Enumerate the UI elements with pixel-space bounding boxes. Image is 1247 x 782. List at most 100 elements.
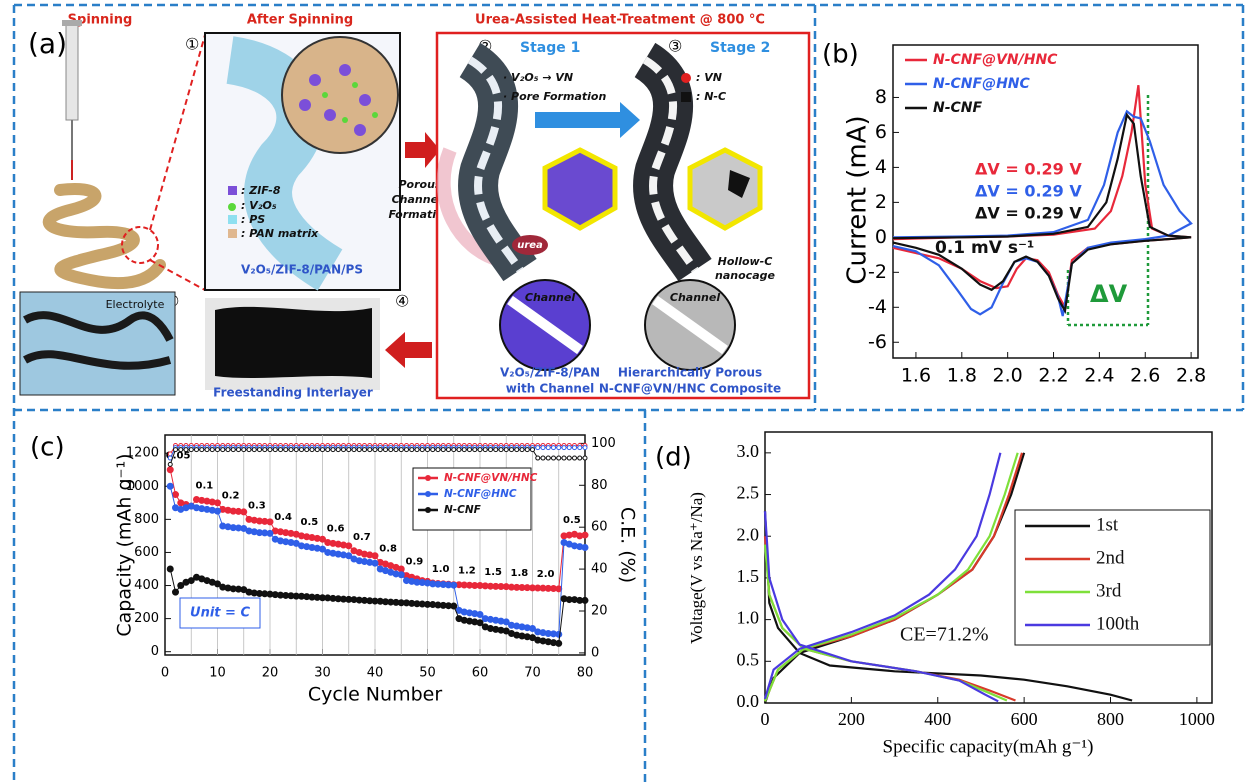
data-point — [425, 447, 430, 453]
rate-label: 0.05 — [166, 451, 191, 462]
caption: Freestanding Interlayer — [213, 386, 373, 400]
y2-tick-label: 60 — [591, 520, 608, 535]
data-point — [566, 445, 572, 451]
data-point — [341, 447, 346, 453]
legend-marker — [425, 475, 431, 481]
x-tick-label: 30 — [314, 666, 331, 681]
data-point — [476, 619, 484, 627]
data-point — [577, 455, 583, 461]
legend-text: : V₂O₅ — [241, 199, 277, 212]
data-point — [214, 499, 221, 507]
data-point — [325, 447, 331, 453]
step-title: Spinning — [68, 13, 133, 28]
data-point — [345, 552, 353, 560]
data-point — [209, 447, 215, 453]
y-tick-label: 600 — [134, 545, 159, 560]
data-point — [581, 543, 589, 551]
data-point — [194, 447, 199, 453]
data-point — [187, 577, 195, 585]
data-point — [540, 445, 546, 451]
data-point — [545, 455, 551, 461]
y2-axis-label: C.E. (%) — [617, 507, 639, 583]
data-point — [582, 455, 588, 461]
legend-text: : ZIF-8 — [241, 184, 281, 197]
data-point — [266, 529, 274, 537]
data-point — [456, 447, 462, 453]
data-point — [388, 447, 394, 453]
data-point — [356, 447, 362, 453]
series-line — [763, 452, 1002, 703]
data-point — [430, 447, 436, 453]
data-point — [540, 455, 546, 461]
channel-label: Channel — [525, 291, 575, 304]
data-point — [304, 447, 310, 453]
data-point — [167, 461, 173, 467]
data-point — [246, 447, 252, 453]
rate-label: 0.2 — [222, 490, 240, 501]
data-point — [477, 447, 483, 453]
legend-swatch — [681, 92, 691, 102]
data-point — [450, 602, 458, 610]
channel — [507, 295, 583, 355]
data-point — [215, 447, 220, 453]
data-point — [362, 447, 367, 453]
data-point — [293, 447, 299, 453]
data-point — [551, 445, 556, 451]
x-tick-label: 40 — [367, 666, 384, 681]
data-point — [172, 491, 179, 499]
data-point — [372, 447, 378, 453]
fiber — [225, 36, 343, 291]
rate-label: 0.1 — [196, 481, 214, 492]
panel-label: (a) — [28, 27, 67, 60]
legend-label: N-CNF — [444, 504, 482, 516]
data-point — [556, 445, 562, 451]
data-point — [173, 447, 178, 453]
channel — [652, 295, 728, 355]
data-point — [446, 447, 451, 453]
y-tick-label: 0 — [875, 226, 887, 248]
y-tick-label: -2 — [868, 261, 887, 283]
data-point — [230, 447, 236, 453]
urea-label: urea — [517, 240, 543, 251]
data-point — [514, 447, 520, 453]
plot-frame — [892, 44, 1199, 359]
rate-label: 0.7 — [353, 532, 371, 543]
data-point — [476, 610, 484, 618]
data-point — [502, 618, 510, 626]
data-point — [319, 535, 326, 543]
data-point — [535, 455, 541, 461]
data-point — [371, 559, 379, 567]
data-point — [204, 447, 210, 453]
plot-frame — [764, 431, 1213, 704]
step-number: ① — [185, 35, 199, 54]
data-point — [267, 447, 273, 453]
data-point — [177, 582, 185, 590]
data-point — [472, 447, 478, 453]
syringe — [65, 24, 79, 121]
data-point — [435, 447, 441, 453]
x-tick-label: 600 — [1011, 709, 1038, 729]
y2-tick-label: 40 — [591, 562, 608, 577]
x-tick-label: 2.0 — [993, 365, 1023, 387]
data-point — [383, 447, 388, 453]
data-point — [530, 447, 535, 453]
annotation: ΔV = 0.29 V — [975, 204, 1082, 223]
data-point — [451, 447, 457, 453]
data-point — [183, 447, 189, 453]
data-point — [572, 455, 577, 461]
panel-label: (c) — [30, 433, 65, 463]
data-point — [199, 447, 205, 453]
data-point — [320, 447, 325, 453]
zoom-circle — [121, 226, 159, 264]
step-title: Urea-Assisted Heat-Treatment @ 800 °C — [475, 13, 765, 28]
y2-tick-label: 0 — [591, 645, 599, 660]
y-tick-label: 200 — [134, 611, 159, 626]
y-tick-label: 1200 — [126, 446, 159, 461]
x-tick-label: 80 — [577, 666, 594, 681]
data-point — [166, 466, 174, 474]
data-point — [371, 552, 379, 560]
zoom-line — [149, 34, 206, 231]
y-tick-label: 800 — [134, 512, 159, 527]
data-point — [409, 447, 415, 453]
